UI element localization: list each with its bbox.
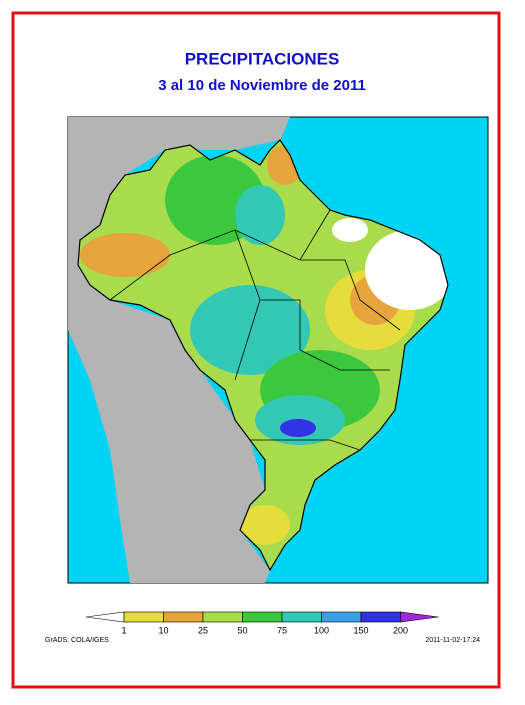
credit: GrADS: COLA/IGES xyxy=(45,637,109,644)
colorbar-label: 100 xyxy=(314,625,329,635)
colorbar-end xyxy=(400,611,439,623)
colorbar: 1 10 25 50 75 100 150 200 xyxy=(85,611,439,635)
colorbar-swatch xyxy=(123,611,164,623)
colorbar-label: 200 xyxy=(393,625,408,635)
subtitle: 3 al 10 de Noviembre de 2011 xyxy=(158,77,366,94)
colorbar-label: 25 xyxy=(198,625,208,635)
colorbar-label: 50 xyxy=(237,625,247,635)
colorbar-end xyxy=(85,611,125,623)
page-border xyxy=(11,11,501,689)
colorbar-swatch xyxy=(163,611,204,623)
colorbar-swatch xyxy=(202,611,243,623)
colorbar-swatch xyxy=(360,611,401,623)
timestamp: 2011-11-02-17:24 xyxy=(425,637,480,644)
colorbar-label: 75 xyxy=(277,625,287,635)
map xyxy=(67,116,489,584)
state-borders xyxy=(234,229,401,451)
colorbar-label: 10 xyxy=(158,625,168,635)
colorbar-swatch xyxy=(242,611,283,623)
title: PRECIPITACIONES xyxy=(185,49,340,68)
neighbor-land xyxy=(68,117,290,583)
colorbar-swatch xyxy=(281,611,322,623)
colorbar-label: 1 xyxy=(121,625,126,635)
colorbar-swatch xyxy=(321,611,362,623)
colorbar-label: 150 xyxy=(353,625,368,635)
